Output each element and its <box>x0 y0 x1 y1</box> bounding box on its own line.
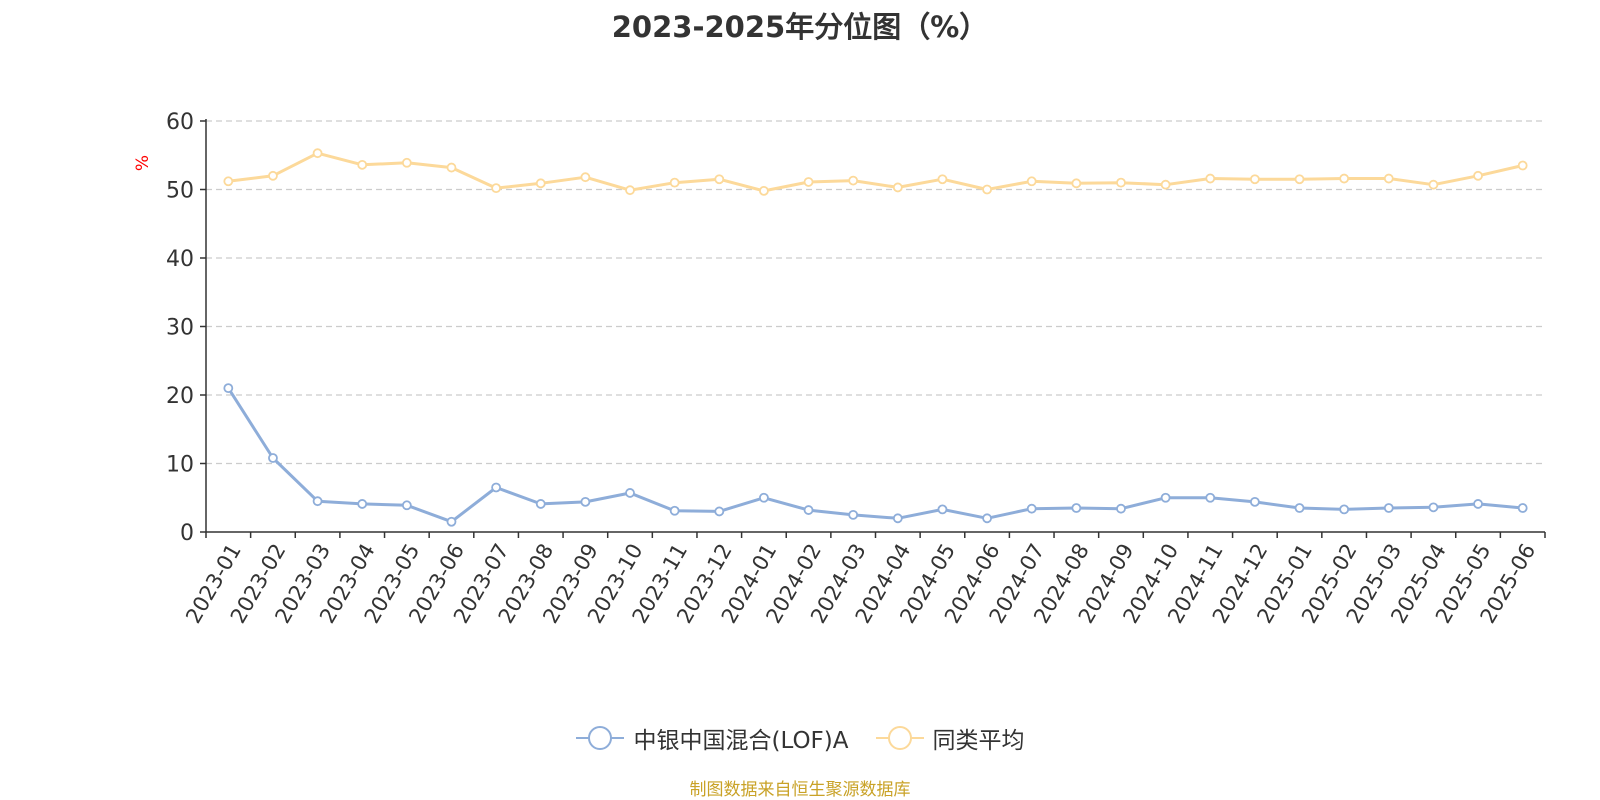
data-point[interactable] <box>401 500 412 511</box>
data-point[interactable] <box>357 499 368 509</box>
chart-plot: 0102030405060%2023-012023-022023-032023-… <box>133 110 1546 627</box>
series-lines <box>223 148 1528 527</box>
data-point[interactable] <box>1071 178 1082 189</box>
y-tick-label: 50 <box>166 179 194 204</box>
tick-labels: 0102030405060%2023-012023-022023-032023-… <box>133 110 1540 627</box>
data-point[interactable] <box>1294 174 1305 185</box>
data-point[interactable] <box>491 183 502 194</box>
data-point[interactable] <box>1473 170 1483 181</box>
data-point[interactable] <box>1517 160 1528 171</box>
data-point[interactable] <box>669 505 680 516</box>
data-point[interactable] <box>1517 503 1528 513</box>
y-tick-label: 20 <box>166 384 194 409</box>
y-tick-label: 40 <box>166 247 194 272</box>
legend-marker-fund-icon <box>576 726 625 750</box>
legend-item-fund[interactable]: 中银中国混合(LOF)A <box>575 721 849 755</box>
data-point[interactable] <box>848 509 859 520</box>
data-point[interactable] <box>937 174 948 185</box>
data-point[interactable] <box>1428 502 1439 513</box>
series-line-fund <box>227 387 1523 524</box>
data-point[interactable] <box>714 506 725 517</box>
data-point[interactable] <box>803 177 814 187</box>
series-line-average <box>228 151 1524 193</box>
legend-label-average: 同类平均 <box>932 728 1025 754</box>
legend: 中银中国混合(LOF)A 同类平均 <box>0 721 1600 755</box>
data-point[interactable] <box>491 482 502 493</box>
data-point[interactable] <box>357 159 368 170</box>
data-point[interactable] <box>1116 503 1126 514</box>
y-tick-label: 30 <box>166 316 194 341</box>
data-point[interactable] <box>1249 496 1260 507</box>
data-point[interactable] <box>982 513 992 524</box>
data-point[interactable] <box>1383 503 1394 513</box>
data-point[interactable] <box>759 492 769 503</box>
data-point[interactable] <box>401 157 412 168</box>
data-point[interactable] <box>803 505 814 515</box>
source-note: 制图数据来自恒生聚源数据库 <box>689 780 911 800</box>
data-point[interactable] <box>1026 503 1037 514</box>
data-point[interactable] <box>580 172 591 183</box>
data-point[interactable] <box>1160 179 1171 190</box>
data-point[interactable] <box>1249 174 1260 185</box>
data-point[interactable] <box>1160 492 1171 503</box>
data-point[interactable] <box>268 453 278 463</box>
data-point[interactable] <box>1473 499 1483 509</box>
data-point[interactable] <box>848 175 859 186</box>
data-point[interactable] <box>580 496 591 507</box>
y-axis-label: % <box>133 155 153 171</box>
data-point[interactable] <box>268 170 278 181</box>
data-point[interactable] <box>937 504 948 515</box>
legend-item-average[interactable]: 同类平均 <box>875 721 1025 755</box>
data-point[interactable] <box>312 148 323 159</box>
data-point[interactable] <box>714 174 725 185</box>
data-point[interactable] <box>625 488 635 498</box>
chart-title: 2023-2025年分位图（%） <box>611 10 989 44</box>
legend-label-fund: 中银中国混合(LOF)A <box>633 728 849 754</box>
data-point[interactable] <box>759 185 769 196</box>
data-point[interactable] <box>312 496 323 507</box>
grid-lines <box>206 120 1545 465</box>
y-tick-label: 10 <box>166 453 194 478</box>
y-tick-label: 0 <box>180 521 194 546</box>
data-point[interactable] <box>446 516 457 527</box>
data-point[interactable] <box>1026 176 1037 187</box>
axes <box>200 119 1546 538</box>
data-point[interactable] <box>1071 503 1082 513</box>
data-point[interactable] <box>625 185 635 196</box>
data-point[interactable] <box>1428 179 1439 190</box>
data-point[interactable] <box>223 383 234 394</box>
data-point[interactable] <box>982 184 992 195</box>
data-point[interactable] <box>535 499 546 509</box>
data-point[interactable] <box>1205 492 1216 503</box>
data-point[interactable] <box>446 162 457 173</box>
data-point[interactable] <box>535 178 546 189</box>
data-point[interactable] <box>1294 503 1305 513</box>
data-point[interactable] <box>1339 504 1350 515</box>
y-tick-label: 60 <box>166 110 194 135</box>
data-point[interactable] <box>892 182 903 193</box>
data-point[interactable] <box>1205 173 1216 184</box>
data-point[interactable] <box>1116 177 1126 188</box>
data-point[interactable] <box>892 513 903 524</box>
data-point[interactable] <box>1339 173 1350 184</box>
data-point[interactable] <box>223 176 234 187</box>
data-point[interactable] <box>669 177 680 188</box>
data-point[interactable] <box>1383 173 1394 184</box>
legend-marker-average-icon <box>875 726 924 750</box>
